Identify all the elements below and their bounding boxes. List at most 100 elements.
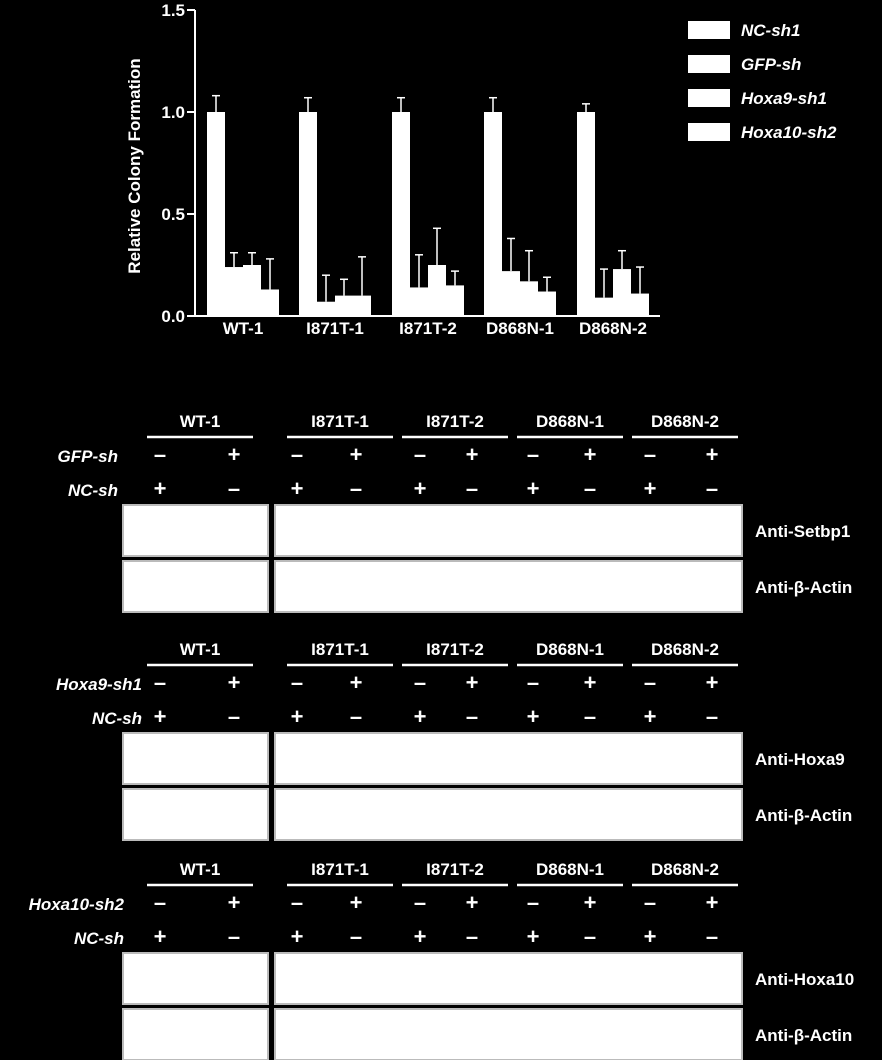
blot-row-label: NC-sh xyxy=(74,929,124,948)
bar xyxy=(484,112,502,316)
blot-group-label: WT-1 xyxy=(180,860,221,879)
blot-group-label: I871T-1 xyxy=(311,640,369,659)
blot-sign: + xyxy=(228,670,241,695)
blot-sign: – xyxy=(414,890,426,915)
blot-sign: – xyxy=(154,890,166,915)
blot-row-label: Hoxa10-sh2 xyxy=(29,895,125,914)
y-tick-label: 0.5 xyxy=(161,205,185,224)
y-tick-group: 0.0 0.5 1.0 1.5 xyxy=(161,1,195,326)
blot-row-label: Hoxa9-sh1 xyxy=(56,675,142,694)
antibody-label: Anti-β-Actin xyxy=(755,578,852,597)
blot-group-label: D868N-1 xyxy=(536,412,604,431)
blot-sign: + xyxy=(414,476,427,501)
blot-group-label: I871T-2 xyxy=(426,860,484,879)
blot-sign: – xyxy=(527,890,539,915)
blot-sign: + xyxy=(154,476,167,501)
antibody-label: Anti-Setbp1 xyxy=(755,522,850,541)
blot-sign: + xyxy=(466,442,479,467)
bar xyxy=(317,301,335,316)
bar xyxy=(207,112,225,316)
blot-panel: WT-1 I871T-1 I871T-2 D868N-1 D868N-2 Hoxa10-s… xyxy=(29,860,854,1060)
bar xyxy=(446,285,464,316)
antibody-label: Anti-Hoxa10 xyxy=(755,970,854,989)
blot-sign: – xyxy=(466,924,478,949)
blot-sign: – xyxy=(466,476,478,501)
blot-lane-box-mutants xyxy=(274,788,743,841)
blot-lane-box-mutants xyxy=(274,1008,743,1060)
bar xyxy=(243,265,261,316)
bar xyxy=(299,112,317,316)
blot-group-label: I871T-2 xyxy=(426,640,484,659)
bar xyxy=(631,293,649,316)
blot-group-label: D868N-2 xyxy=(651,860,719,879)
x-tick-label-group: WT-1 I871T-1 I871T-2 D868N-1 D868N-2 xyxy=(223,319,647,338)
blot-panel: WT-1 I871T-1 I871T-2 D868N-1 D868N-2 Hoxa9-sh… xyxy=(56,640,852,841)
blot-sign: – xyxy=(584,704,596,729)
blot-sign: – xyxy=(350,924,362,949)
blot-sign: – xyxy=(644,890,656,915)
blot-sign: – xyxy=(291,890,303,915)
blot-sign: + xyxy=(291,704,304,729)
blot-group-label: D868N-2 xyxy=(651,412,719,431)
blot-lane-box-mutants xyxy=(274,732,743,785)
blot-lane-box-wt xyxy=(122,732,269,785)
blot-sign: + xyxy=(644,704,657,729)
blot-sign: – xyxy=(706,924,718,949)
blot-group-label: D868N-1 xyxy=(536,860,604,879)
blot-lane-box-wt xyxy=(122,504,269,557)
blot-sign: – xyxy=(584,476,596,501)
x-tick-label: D868N-1 xyxy=(486,319,554,338)
blot-sign: – xyxy=(414,670,426,695)
blot-sign: – xyxy=(350,704,362,729)
blot-lane-box-mutants xyxy=(274,504,743,557)
blot-sign: + xyxy=(466,890,479,915)
bar xyxy=(261,289,279,316)
blot-sign: + xyxy=(228,890,241,915)
blot-row-label: GFP-sh xyxy=(58,447,118,466)
blot-sign: – xyxy=(644,670,656,695)
y-tick-label: 0.0 xyxy=(161,307,185,326)
blot-lane-box-mutants xyxy=(274,560,743,613)
legend-swatch xyxy=(688,21,730,39)
bar-group xyxy=(207,94,649,316)
blot-sign: – xyxy=(584,924,596,949)
blot-sign: + xyxy=(644,924,657,949)
blot-sign: + xyxy=(584,670,597,695)
blot-sign: – xyxy=(527,442,539,467)
x-tick-label: D868N-2 xyxy=(579,319,647,338)
blot-group-label: D868N-2 xyxy=(651,640,719,659)
blot-sign: + xyxy=(527,704,540,729)
blot-lane-box-wt xyxy=(122,560,269,613)
blot-row-label: NC-sh xyxy=(92,709,142,728)
blot-sign: + xyxy=(706,442,719,467)
blot-group-label: I871T-1 xyxy=(311,412,369,431)
bar xyxy=(520,281,538,316)
blot-sign: + xyxy=(414,704,427,729)
bar xyxy=(595,297,613,316)
legend-label: Hoxa9-sh1 xyxy=(741,89,827,108)
bar xyxy=(353,295,371,316)
legend: NC-sh1 GFP-sh Hoxa9-sh1 Hoxa10-sh2 xyxy=(688,21,837,142)
legend-label: GFP-sh xyxy=(741,55,801,74)
blot-sign: – xyxy=(154,442,166,467)
antibody-label: Anti-β-Actin xyxy=(755,1026,852,1045)
blot-sign: – xyxy=(706,704,718,729)
blot-sign: + xyxy=(350,670,363,695)
legend-swatch xyxy=(688,123,730,141)
legend-swatch xyxy=(688,55,730,73)
blot-sign: – xyxy=(154,670,166,695)
legend-swatch xyxy=(688,89,730,107)
blot-group-label: I871T-1 xyxy=(311,860,369,879)
legend-label: NC-sh1 xyxy=(741,21,801,40)
bar xyxy=(538,291,556,316)
blot-group-label: WT-1 xyxy=(180,412,221,431)
blot-lane-box-mutants xyxy=(274,952,743,1005)
blot-sign: – xyxy=(644,442,656,467)
blot-group-label: WT-1 xyxy=(180,640,221,659)
blot-sign: – xyxy=(228,924,240,949)
bar xyxy=(577,112,595,316)
blot-sign: + xyxy=(706,670,719,695)
blot-sign: – xyxy=(291,670,303,695)
blot-sign: + xyxy=(291,476,304,501)
